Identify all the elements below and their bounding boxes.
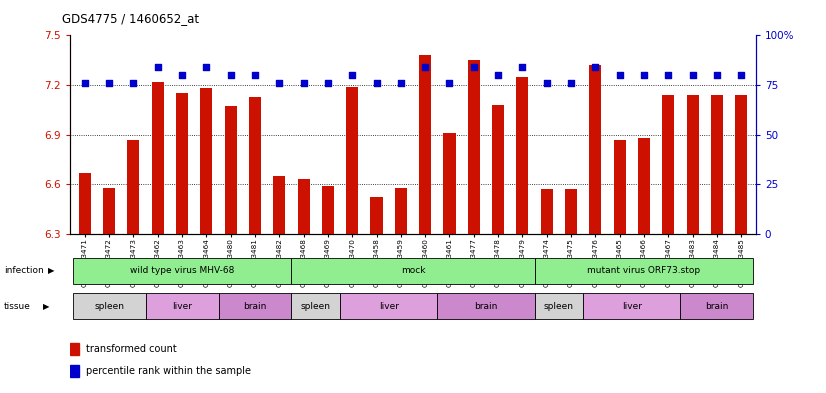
Point xyxy=(321,80,335,86)
Bar xyxy=(468,60,480,234)
Bar xyxy=(145,294,219,319)
Bar xyxy=(565,189,577,234)
Bar xyxy=(516,77,529,234)
Point xyxy=(564,80,577,86)
Bar xyxy=(686,95,699,234)
Point xyxy=(491,72,505,78)
Text: liver: liver xyxy=(378,302,399,310)
Point xyxy=(297,80,311,86)
Point xyxy=(662,72,675,78)
Point xyxy=(200,64,213,70)
Bar xyxy=(78,173,91,234)
Bar xyxy=(70,343,79,355)
Text: brain: brain xyxy=(474,302,497,310)
Text: ▶: ▶ xyxy=(43,302,50,310)
Bar xyxy=(73,258,292,283)
Text: GDS4775 / 1460652_at: GDS4775 / 1460652_at xyxy=(62,12,199,25)
Bar xyxy=(292,294,340,319)
Point xyxy=(540,80,553,86)
Bar xyxy=(70,365,79,377)
Point xyxy=(102,80,116,86)
Text: tissue: tissue xyxy=(4,302,31,310)
Text: brain: brain xyxy=(705,302,729,310)
Point xyxy=(686,72,699,78)
Bar xyxy=(292,258,534,283)
Bar xyxy=(273,176,285,234)
Point xyxy=(589,64,602,70)
Point xyxy=(638,72,651,78)
Bar xyxy=(176,93,188,234)
Text: spleen: spleen xyxy=(544,302,574,310)
Text: liver: liver xyxy=(622,302,642,310)
Bar xyxy=(583,294,681,319)
Bar xyxy=(541,189,553,234)
Bar xyxy=(346,86,358,234)
Point xyxy=(370,80,383,86)
Point xyxy=(443,80,456,86)
Bar xyxy=(492,105,504,234)
Bar xyxy=(395,187,407,234)
Bar xyxy=(638,138,650,234)
Bar xyxy=(200,88,212,234)
Text: brain: brain xyxy=(244,302,267,310)
Point xyxy=(175,72,188,78)
Point xyxy=(151,64,164,70)
Bar xyxy=(444,133,456,234)
Bar xyxy=(534,258,753,283)
Bar xyxy=(711,95,723,234)
Bar xyxy=(534,294,583,319)
Point xyxy=(394,80,407,86)
Bar xyxy=(340,294,437,319)
Point xyxy=(419,64,432,70)
Bar xyxy=(370,197,382,234)
Text: mock: mock xyxy=(401,266,425,275)
Bar xyxy=(219,294,292,319)
Bar xyxy=(152,82,164,234)
Text: wild type virus MHV-68: wild type virus MHV-68 xyxy=(130,266,235,275)
Bar xyxy=(103,187,115,234)
Bar xyxy=(614,140,626,234)
Text: ▶: ▶ xyxy=(48,266,55,275)
Point xyxy=(273,80,286,86)
Bar xyxy=(589,65,601,234)
Bar xyxy=(419,55,431,234)
Point xyxy=(78,80,92,86)
Point xyxy=(249,72,262,78)
Text: transformed count: transformed count xyxy=(86,344,177,354)
Bar xyxy=(322,186,334,234)
Point xyxy=(710,72,724,78)
Point xyxy=(613,72,626,78)
Text: percentile rank within the sample: percentile rank within the sample xyxy=(86,366,251,376)
Text: infection: infection xyxy=(4,266,44,275)
Bar xyxy=(662,95,674,234)
Bar xyxy=(127,140,140,234)
Point xyxy=(468,64,481,70)
Bar xyxy=(73,294,145,319)
Bar xyxy=(249,97,261,234)
Bar xyxy=(437,294,534,319)
Text: liver: liver xyxy=(172,302,192,310)
Point xyxy=(734,72,748,78)
Point xyxy=(345,72,358,78)
Point xyxy=(224,72,237,78)
Bar xyxy=(735,95,748,234)
Text: spleen: spleen xyxy=(94,302,124,310)
Text: mutant virus ORF73.stop: mutant virus ORF73.stop xyxy=(587,266,700,275)
Bar xyxy=(681,294,753,319)
Bar xyxy=(297,179,310,234)
Point xyxy=(515,64,529,70)
Point xyxy=(127,80,140,86)
Text: spleen: spleen xyxy=(301,302,330,310)
Bar xyxy=(225,107,237,234)
